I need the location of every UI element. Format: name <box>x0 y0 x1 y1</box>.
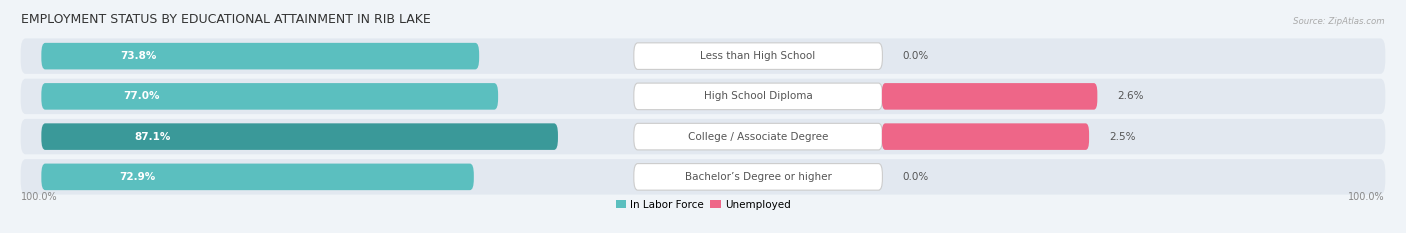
Text: 0.0%: 0.0% <box>903 51 929 61</box>
FancyBboxPatch shape <box>634 123 883 150</box>
Text: 100.0%: 100.0% <box>1348 192 1385 202</box>
FancyBboxPatch shape <box>41 164 474 190</box>
FancyBboxPatch shape <box>882 83 1097 110</box>
FancyBboxPatch shape <box>41 83 498 110</box>
Text: High School Diploma: High School Diploma <box>704 91 813 101</box>
Text: Bachelor’s Degree or higher: Bachelor’s Degree or higher <box>685 172 831 182</box>
FancyBboxPatch shape <box>634 164 883 190</box>
FancyBboxPatch shape <box>21 79 1385 114</box>
Text: 72.9%: 72.9% <box>120 172 156 182</box>
Text: 87.1%: 87.1% <box>135 132 172 142</box>
Text: 2.5%: 2.5% <box>1109 132 1136 142</box>
Text: 0.0%: 0.0% <box>903 172 929 182</box>
FancyBboxPatch shape <box>21 38 1385 74</box>
FancyBboxPatch shape <box>41 123 558 150</box>
FancyBboxPatch shape <box>882 123 1090 150</box>
Text: 2.6%: 2.6% <box>1118 91 1144 101</box>
Text: EMPLOYMENT STATUS BY EDUCATIONAL ATTAINMENT IN RIB LAKE: EMPLOYMENT STATUS BY EDUCATIONAL ATTAINM… <box>21 13 430 26</box>
FancyBboxPatch shape <box>41 43 479 69</box>
FancyBboxPatch shape <box>21 159 1385 195</box>
FancyBboxPatch shape <box>21 119 1385 154</box>
FancyBboxPatch shape <box>634 43 883 69</box>
Text: 100.0%: 100.0% <box>21 192 58 202</box>
Legend: In Labor Force, Unemployed: In Labor Force, Unemployed <box>612 196 794 214</box>
Text: 73.8%: 73.8% <box>121 51 156 61</box>
Text: 77.0%: 77.0% <box>124 91 160 101</box>
Text: Less than High School: Less than High School <box>700 51 815 61</box>
Text: Source: ZipAtlas.com: Source: ZipAtlas.com <box>1294 17 1385 26</box>
FancyBboxPatch shape <box>634 83 883 110</box>
Text: College / Associate Degree: College / Associate Degree <box>688 132 828 142</box>
